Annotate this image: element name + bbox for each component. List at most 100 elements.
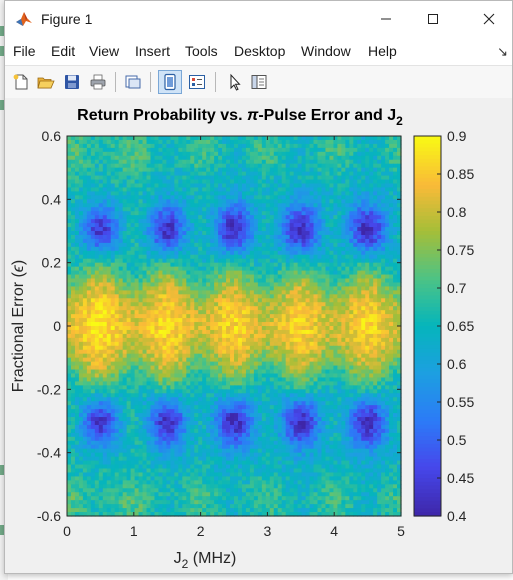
heatmap-cell — [206, 167, 211, 173]
heatmap-cell — [158, 365, 164, 371]
heatmap-cell — [369, 314, 374, 319]
heatmap-cell — [265, 290, 271, 295]
menu-file[interactable]: File — [13, 43, 36, 59]
heatmap-plot-area[interactable] — [67, 136, 402, 517]
heatmap-cell — [369, 278, 374, 284]
menu-view[interactable]: View — [89, 43, 120, 59]
link-plot-button[interactable] — [121, 70, 145, 94]
toggle-plot-tools-button[interactable] — [158, 70, 182, 94]
edit-plot-button[interactable] — [223, 70, 247, 94]
heatmap-cell — [226, 333, 231, 339]
heatmap-cell — [325, 329, 331, 335]
heatmap-cell — [325, 207, 331, 212]
menu-insert[interactable]: Insert — [135, 43, 171, 59]
heatmap-cell — [78, 183, 84, 189]
close-button[interactable] — [466, 1, 512, 37]
heatmap-cell — [90, 341, 96, 347]
menu-help[interactable]: Help — [368, 43, 397, 59]
heatmap-cell — [142, 139, 148, 145]
heatmap-cell — [273, 298, 279, 303]
heatmap-cell — [281, 286, 287, 291]
heatmap-cell — [150, 238, 156, 244]
heatmap-cell — [170, 231, 175, 236]
print-button[interactable] — [86, 70, 110, 94]
heatmap-cell — [245, 302, 251, 307]
menu-edit[interactable]: Edit — [51, 43, 76, 59]
heatmap-cell — [277, 227, 283, 232]
heatmap-cell — [222, 191, 227, 196]
heatmap-cell — [237, 246, 243, 252]
heatmap-cell — [301, 234, 307, 240]
menu-desktop[interactable]: Desktop — [234, 43, 286, 59]
heatmap-cell — [126, 254, 132, 260]
heatmap-cell — [325, 143, 331, 149]
heatmap-cell — [253, 223, 259, 228]
heatmap-cell — [241, 278, 247, 284]
menu-window[interactable]: Window — [301, 43, 351, 59]
heatmap-cell — [222, 333, 227, 339]
heatmap-cell — [194, 310, 199, 315]
heatmap-cell — [373, 207, 378, 212]
heatmap-cell — [234, 179, 239, 185]
heatmap-cell — [106, 329, 112, 335]
heatmap-cell — [134, 270, 140, 276]
property-inspector-button[interactable] — [247, 70, 271, 94]
heatmap-cell — [206, 322, 211, 327]
heatmap-cell — [67, 361, 72, 367]
heatmap-cell — [333, 246, 338, 252]
heatmap-cell — [190, 337, 195, 343]
heatmap-cell — [329, 262, 335, 268]
heatmap-cell — [122, 310, 128, 315]
heatmap-cell — [301, 187, 307, 193]
heatmap-cell — [110, 159, 116, 165]
minimize-button[interactable] — [363, 1, 409, 37]
heatmap-cell — [349, 147, 354, 153]
heatmap-cell — [277, 207, 283, 212]
heatmap-cell — [357, 163, 362, 169]
heatmap-cell — [393, 258, 398, 264]
heatmap-cell — [138, 159, 144, 165]
heatmap-cell — [182, 207, 187, 212]
heatmap-cell — [305, 211, 311, 216]
heatmap-cell — [226, 171, 231, 177]
heatmap-cell — [82, 159, 88, 165]
heatmap-cell — [174, 357, 179, 363]
heatmap-cell — [74, 286, 80, 291]
heatmap-cell — [182, 223, 187, 228]
save-button[interactable] — [60, 70, 84, 94]
heatmap-cell — [102, 365, 108, 371]
heatmap-cell — [257, 219, 263, 224]
heatmap-cell — [86, 270, 92, 276]
heatmap-cell — [237, 302, 243, 307]
insert-legend-button[interactable] — [185, 70, 209, 94]
heatmap-cell — [70, 179, 76, 185]
heatmap-cell — [146, 326, 152, 331]
heatmap-cell — [293, 199, 299, 204]
new-figure-button[interactable] — [9, 70, 33, 94]
heatmap-cell — [130, 262, 136, 268]
heatmap-cell — [118, 199, 124, 204]
heatmap-cell — [134, 147, 140, 153]
heatmap-cell — [106, 302, 112, 307]
heatmap-cell — [178, 353, 183, 359]
menu-tools[interactable]: Tools — [185, 43, 218, 59]
dock-arrow-icon[interactable]: ↘ — [497, 44, 508, 59]
heatmap-cell — [389, 159, 394, 165]
heatmap-cell — [321, 223, 327, 228]
heatmap-cell — [210, 136, 215, 141]
heatmap-cell — [261, 238, 267, 244]
heatmap-cell — [142, 322, 148, 327]
heatmap-cell — [190, 179, 195, 185]
heatmap-cell — [301, 282, 307, 288]
heatmap-cell — [333, 333, 338, 339]
heatmap-cell — [202, 175, 207, 181]
maximize-button[interactable] — [410, 1, 456, 37]
heatmap-cell — [281, 258, 287, 264]
heatmap-cell — [102, 219, 108, 224]
heatmap-cell — [329, 322, 335, 327]
heatmap-cell — [337, 286, 342, 291]
heatmap-cell — [186, 211, 191, 216]
open-file-button[interactable] — [34, 70, 58, 94]
heatmap-cell — [194, 322, 199, 327]
heatmap-cell — [118, 365, 124, 371]
